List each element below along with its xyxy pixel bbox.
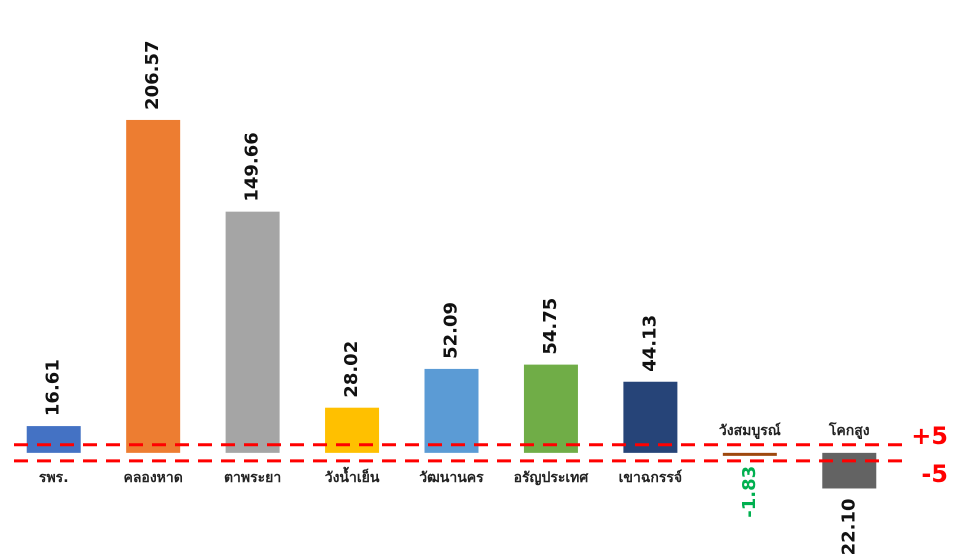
data-label: 52.09: [441, 302, 462, 359]
bar: [722, 452, 777, 456]
category-label: เขาฉกรรจ์: [619, 469, 682, 486]
reference-label: -5: [921, 460, 948, 488]
data-label: 44.13: [639, 315, 660, 372]
category-label: คลองหาด: [123, 470, 182, 486]
category-label: วังสมบูรณ์: [719, 422, 781, 439]
category-label: วัฒนานคร: [419, 470, 484, 486]
data-label: 54.75: [540, 298, 561, 355]
bar: [424, 368, 479, 453]
data-label: -22.10: [838, 498, 859, 556]
category-label: ตาพระยา: [224, 470, 281, 486]
bar: [225, 211, 280, 453]
category-label: อรัญประเทศ: [514, 470, 590, 486]
data-label: 16.61: [43, 359, 64, 416]
bar: [26, 426, 81, 453]
bar: [523, 364, 578, 453]
bar: [623, 381, 678, 453]
data-label: 28.02: [341, 341, 362, 398]
category-label: โคกสูง: [828, 421, 870, 439]
data-label: 149.66: [242, 132, 263, 201]
bar: [126, 119, 181, 453]
data-label: 206.57: [142, 40, 163, 109]
reference-label: +5: [911, 422, 948, 450]
category-label: วังน้ำเย็น: [325, 466, 380, 486]
bar: [822, 452, 877, 489]
data-label: -1.83: [739, 466, 760, 518]
category-label: รพร.: [39, 470, 69, 486]
